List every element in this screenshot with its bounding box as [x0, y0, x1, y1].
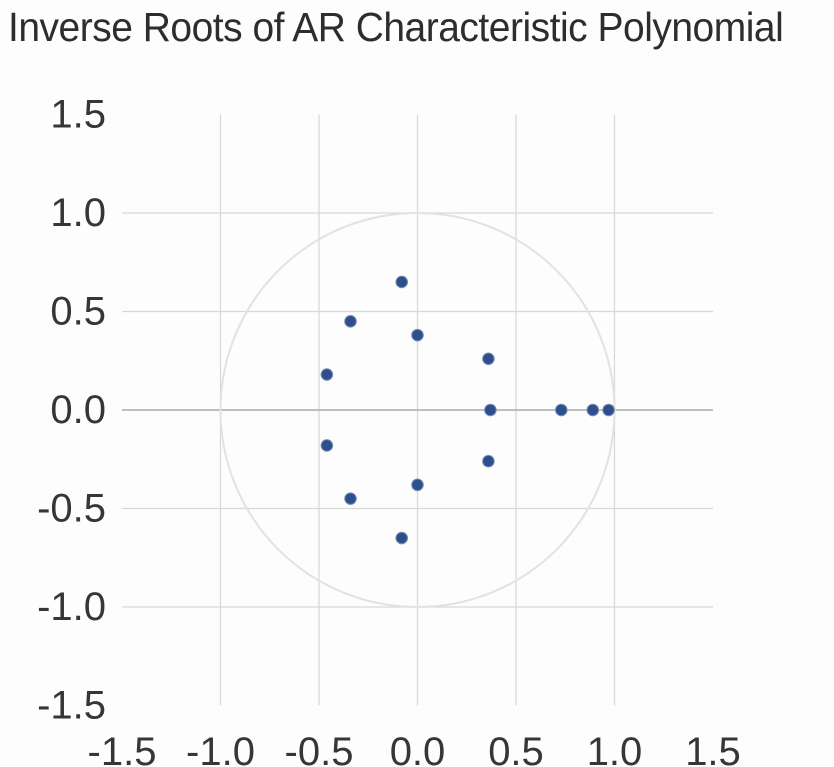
x-tick-label: 0.0	[390, 730, 446, 767]
root-point	[411, 478, 424, 492]
chart-title: Inverse Roots of AR Characteristic Polyn…	[8, 4, 784, 50]
root-point	[344, 315, 357, 328]
x-tick-label: 1.5	[685, 730, 741, 767]
root-point	[320, 439, 334, 452]
x-tick-label: -1.0	[186, 730, 255, 767]
root-point	[395, 531, 409, 545]
y-tick-label: -1.0	[37, 585, 106, 629]
root-point	[555, 403, 568, 417]
y-tick-label: 0.5	[50, 290, 106, 334]
y-tick-label: -1.5	[37, 684, 106, 728]
root-point	[344, 492, 357, 505]
x-tick-label: 1.0	[587, 730, 643, 767]
x-tick-label: -1.5	[88, 730, 157, 767]
x-tick-label: -0.5	[285, 730, 354, 767]
y-tick-label: -0.5	[37, 487, 106, 531]
root-point	[395, 275, 409, 289]
root-point	[320, 368, 334, 381]
root-point	[602, 403, 615, 417]
root-point	[482, 454, 495, 468]
root-point	[482, 352, 495, 366]
root-point	[411, 328, 424, 342]
y-tick-label: 0.0	[50, 388, 106, 432]
y-tick-label: 1.0	[50, 191, 106, 235]
x-tick-label: 0.5	[488, 730, 544, 767]
y-tick-label: 1.5	[50, 93, 106, 137]
root-point	[586, 403, 600, 417]
root-point	[484, 403, 497, 417]
